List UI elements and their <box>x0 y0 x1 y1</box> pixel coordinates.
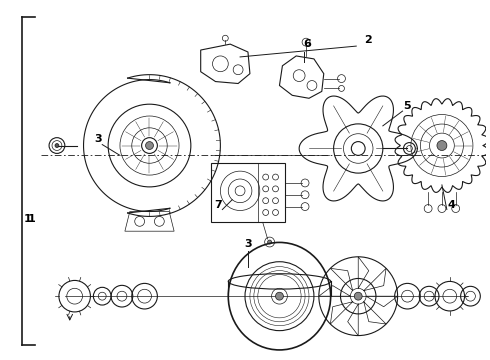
Circle shape <box>275 292 283 300</box>
Circle shape <box>268 240 271 244</box>
Circle shape <box>146 141 153 149</box>
Circle shape <box>55 144 59 148</box>
Text: 5: 5 <box>404 101 411 111</box>
Circle shape <box>354 292 362 300</box>
Text: 1: 1 <box>24 215 31 224</box>
Text: 6: 6 <box>303 39 311 49</box>
Text: 3: 3 <box>244 239 252 249</box>
Circle shape <box>437 140 447 150</box>
Text: 4: 4 <box>448 199 456 210</box>
Text: 1: 1 <box>27 215 35 224</box>
Text: 7: 7 <box>215 199 222 210</box>
Text: 2: 2 <box>364 35 372 45</box>
Text: 3: 3 <box>95 134 102 144</box>
